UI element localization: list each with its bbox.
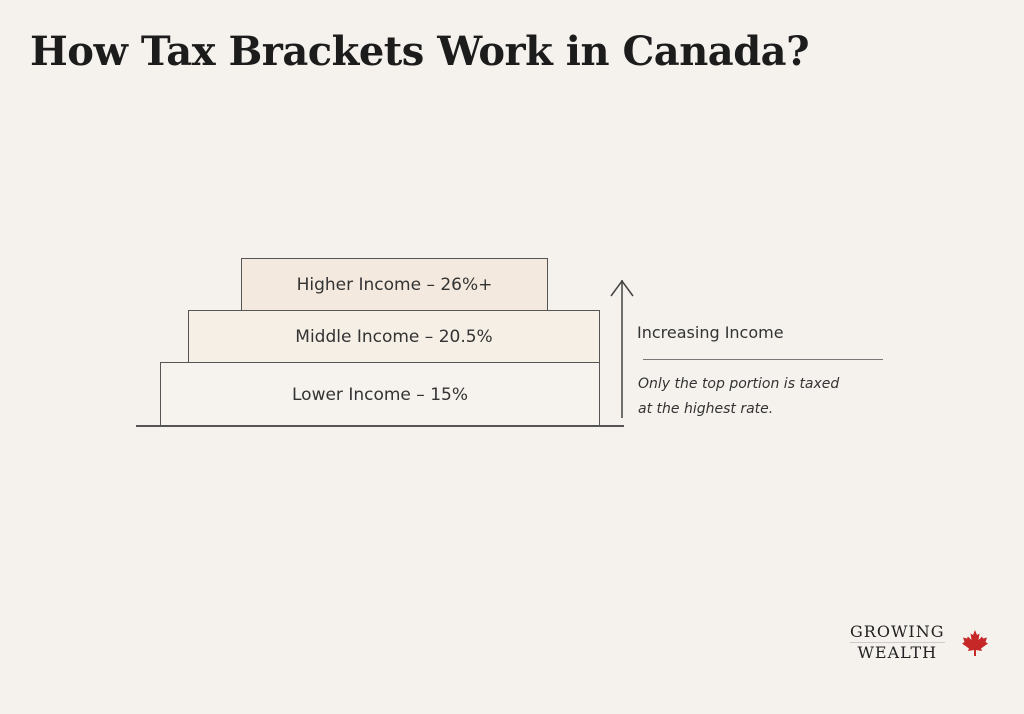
bracket-middle-income: Middle Income – 20.5% [188,310,600,363]
bracket-lower-income: Lower Income – 15% [160,362,600,427]
increasing-income-label: Increasing Income [637,323,784,342]
maple-leaf-icon [962,630,988,656]
bracket-label: Higher Income – 26%+ [296,274,493,295]
baseline [136,425,624,427]
divider [643,359,883,360]
bracket-higher-income: Higher Income – 26%+ [241,258,548,311]
page-title: How Tax Brackets Work in Canada? [30,28,810,75]
logo-text: GROWING [850,622,945,643]
note-line: at the highest rate. [638,401,774,417]
arrow-up-icon [610,279,634,418]
logo-text: WEALTH [857,643,938,662]
bracket-label: Middle Income – 20.5% [295,326,493,347]
bracket-label: Lower Income – 15% [292,384,468,405]
logo: GROWING WEALTH [850,622,945,663]
note-line: Only the top portion is taxed [638,376,840,392]
note-text: Only the top portion is taxed at the hig… [638,372,839,422]
